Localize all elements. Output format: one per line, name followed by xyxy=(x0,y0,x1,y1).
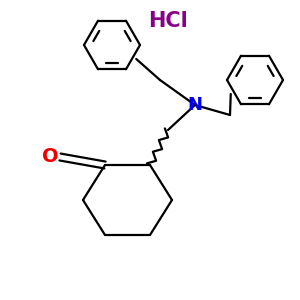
Text: HCl: HCl xyxy=(148,11,188,31)
Text: N: N xyxy=(188,96,202,114)
Text: O: O xyxy=(42,148,58,166)
